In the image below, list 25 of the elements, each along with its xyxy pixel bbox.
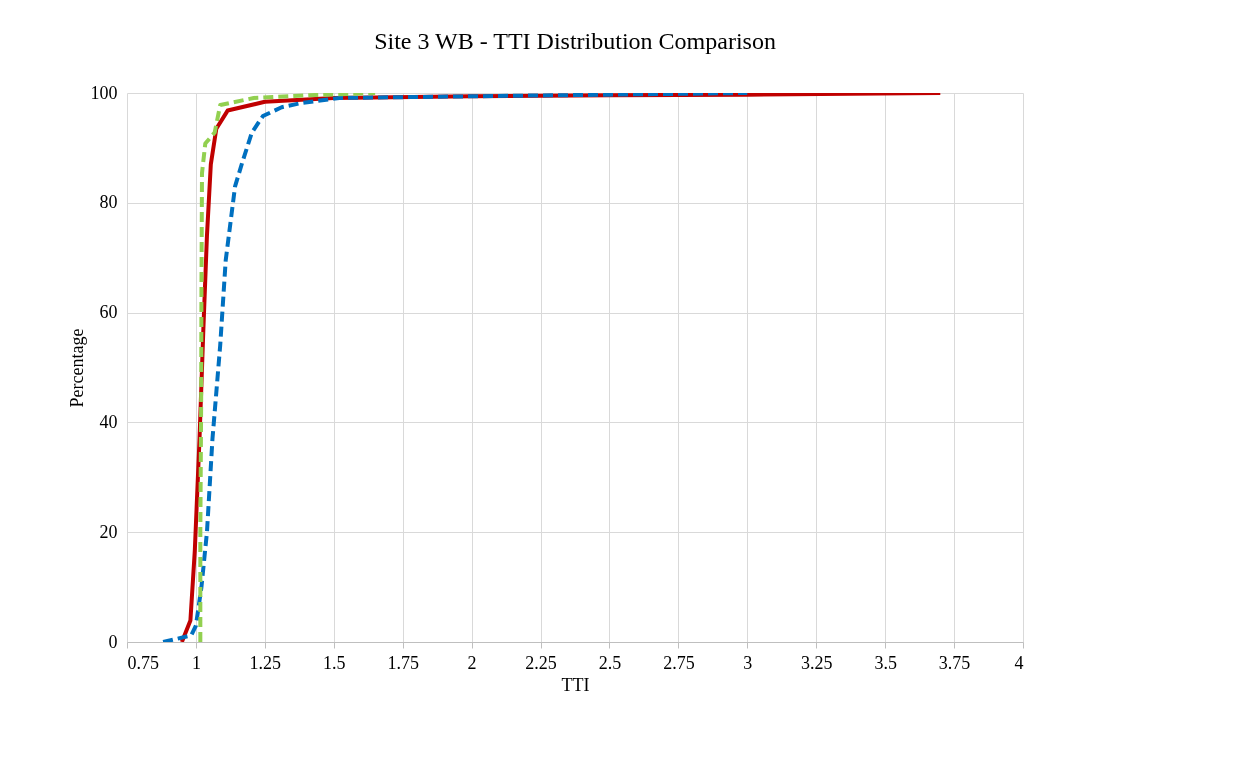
y-tick-label: 0 [108,631,118,652]
x-tick-label: 2 [467,652,477,673]
x-tick-label: 3.75 [938,652,971,673]
x-tick-label: 3 [743,652,753,673]
x-tick-label: 2.75 [663,652,695,673]
x-tick-label: 1 [191,652,201,673]
x-tick-label: 1.25 [249,652,282,673]
x-tick-label: 3.25 [800,652,833,673]
x-tick-label: 3.5 [874,652,897,673]
x-tick-label: 1.75 [387,652,419,673]
x-axis-title: TTI [561,674,590,695]
line-series [198,93,378,642]
chart-title: Site 3 WB - TTI Distribution Comparison [374,28,776,54]
x-tick-label: 1.5 [323,652,346,673]
x-tick-label: 4 [1014,652,1024,673]
line-series [161,93,750,642]
y-tick-label: 60 [99,302,118,323]
y-tick-label: 80 [99,192,118,213]
y-tick-label: 20 [99,521,118,542]
x-tick-label: 2.5 [598,652,622,673]
y-axis-title: Percentage [66,328,87,408]
y-tick-label: 100 [90,82,118,103]
x-tick-label: 2.25 [525,652,557,673]
y-tick-label: 40 [99,411,118,432]
x-tick-label: 0.75 [127,652,159,673]
